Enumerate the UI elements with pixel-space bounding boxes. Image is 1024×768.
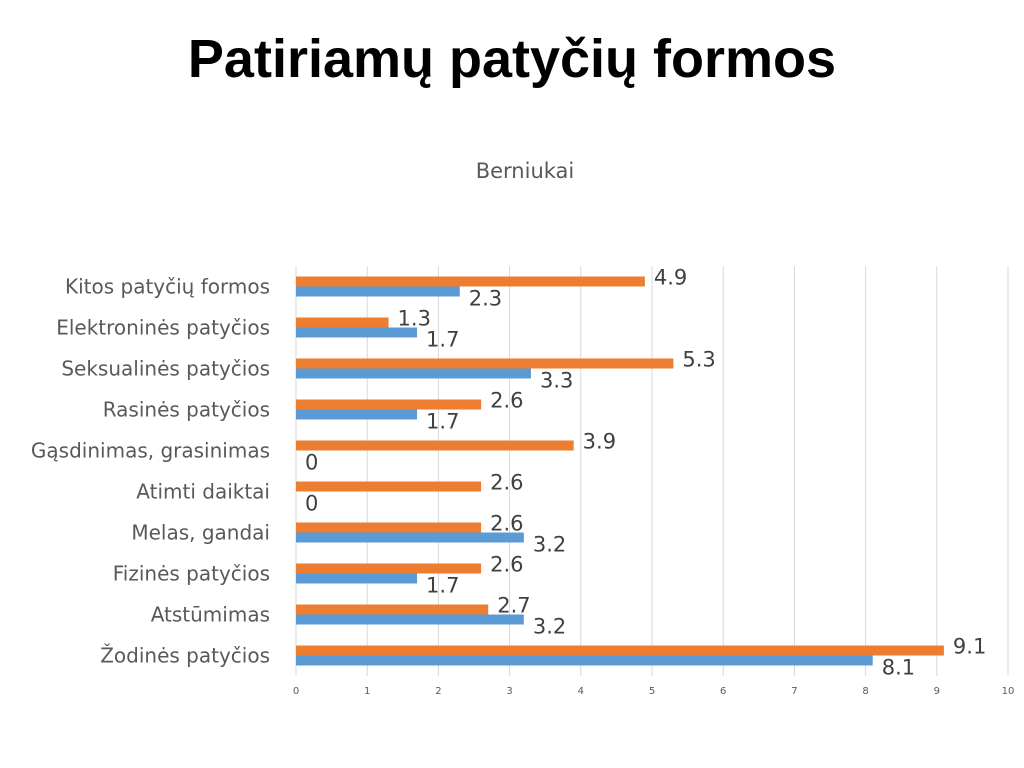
bar bbox=[296, 327, 418, 338]
data-label: 4.9 bbox=[654, 266, 687, 290]
bar bbox=[296, 317, 389, 328]
bar bbox=[296, 481, 482, 492]
data-label: 3.2 bbox=[533, 615, 566, 639]
data-label: 1.3 bbox=[398, 307, 431, 331]
gridlines bbox=[295, 266, 1009, 676]
bar bbox=[296, 409, 418, 420]
bars bbox=[296, 276, 944, 666]
category-label: Rasinės patyčios bbox=[103, 398, 270, 422]
x-tick-label: 6 bbox=[720, 686, 726, 697]
data-label: 2.3 bbox=[469, 287, 502, 311]
bar bbox=[296, 368, 531, 379]
category-label: Melas, gandai bbox=[131, 521, 270, 545]
x-tick-label: 3 bbox=[506, 686, 512, 697]
bar bbox=[296, 286, 460, 297]
category-label: Gąsdinimas, grasinimas bbox=[31, 439, 270, 463]
x-tick-label: 4 bbox=[578, 686, 584, 697]
bar bbox=[296, 522, 482, 533]
x-axis-ticks: 0 1 2 3 4 5 6 7 8 9 10 bbox=[293, 686, 1015, 697]
category-label: Žodinės patyčios bbox=[100, 644, 270, 668]
data-labels: 9.18.12.73.22.61.72.63.22.603.902.61.75.… bbox=[305, 266, 986, 680]
data-label: 1.7 bbox=[426, 574, 459, 598]
data-label: 2.6 bbox=[490, 389, 523, 413]
category-labels: Žodinės patyčios Atstūmimas Fizinės patyči… bbox=[31, 275, 270, 668]
category-label: Atimti daiktai bbox=[136, 480, 270, 504]
bar bbox=[296, 655, 873, 666]
x-tick-label: 2 bbox=[435, 686, 441, 697]
x-tick-label: 9 bbox=[934, 686, 940, 697]
data-label: 1.7 bbox=[426, 410, 459, 434]
data-label: 3.3 bbox=[540, 369, 573, 393]
data-label: 2.6 bbox=[490, 471, 523, 495]
data-label: 3.9 bbox=[583, 430, 616, 454]
data-label: 0 bbox=[305, 451, 318, 475]
x-tick-label: 10 bbox=[1002, 686, 1015, 697]
x-tick-label: 8 bbox=[862, 686, 868, 697]
bar bbox=[296, 614, 524, 625]
bar bbox=[296, 358, 674, 369]
x-tick-label: 5 bbox=[649, 686, 655, 697]
data-label: 0 bbox=[305, 492, 318, 516]
data-label: 1.7 bbox=[426, 328, 459, 352]
data-label: 9.1 bbox=[953, 635, 986, 659]
bar bbox=[296, 276, 645, 287]
category-label: Seksualinės patyčios bbox=[61, 357, 270, 381]
bar bbox=[296, 573, 418, 584]
category-label: Kitos patyčių formos bbox=[65, 275, 270, 299]
category-label: Elektroninės patyčios bbox=[56, 316, 270, 340]
data-label: 2.6 bbox=[490, 553, 523, 577]
x-tick-label: 1 bbox=[364, 686, 370, 697]
data-label: 2.7 bbox=[497, 594, 530, 618]
bar bbox=[296, 440, 574, 451]
chart-title: Berniukai bbox=[476, 159, 575, 183]
slide-title: Patiriamų patyčių formos bbox=[187, 29, 837, 89]
data-label: 3.2 bbox=[533, 533, 566, 557]
bar bbox=[296, 645, 944, 656]
data-label: 8.1 bbox=[882, 656, 915, 680]
category-label: Fizinės patyčios bbox=[113, 562, 270, 586]
bar bbox=[296, 532, 524, 543]
x-tick-label: 0 bbox=[293, 686, 299, 697]
data-label: 2.6 bbox=[490, 512, 523, 536]
category-label: Atstūmimas bbox=[151, 603, 270, 627]
bar bbox=[296, 563, 482, 574]
bar bbox=[296, 604, 489, 615]
bar bbox=[296, 399, 482, 410]
data-label: 5.3 bbox=[682, 348, 715, 372]
x-tick-label: 7 bbox=[791, 686, 797, 697]
